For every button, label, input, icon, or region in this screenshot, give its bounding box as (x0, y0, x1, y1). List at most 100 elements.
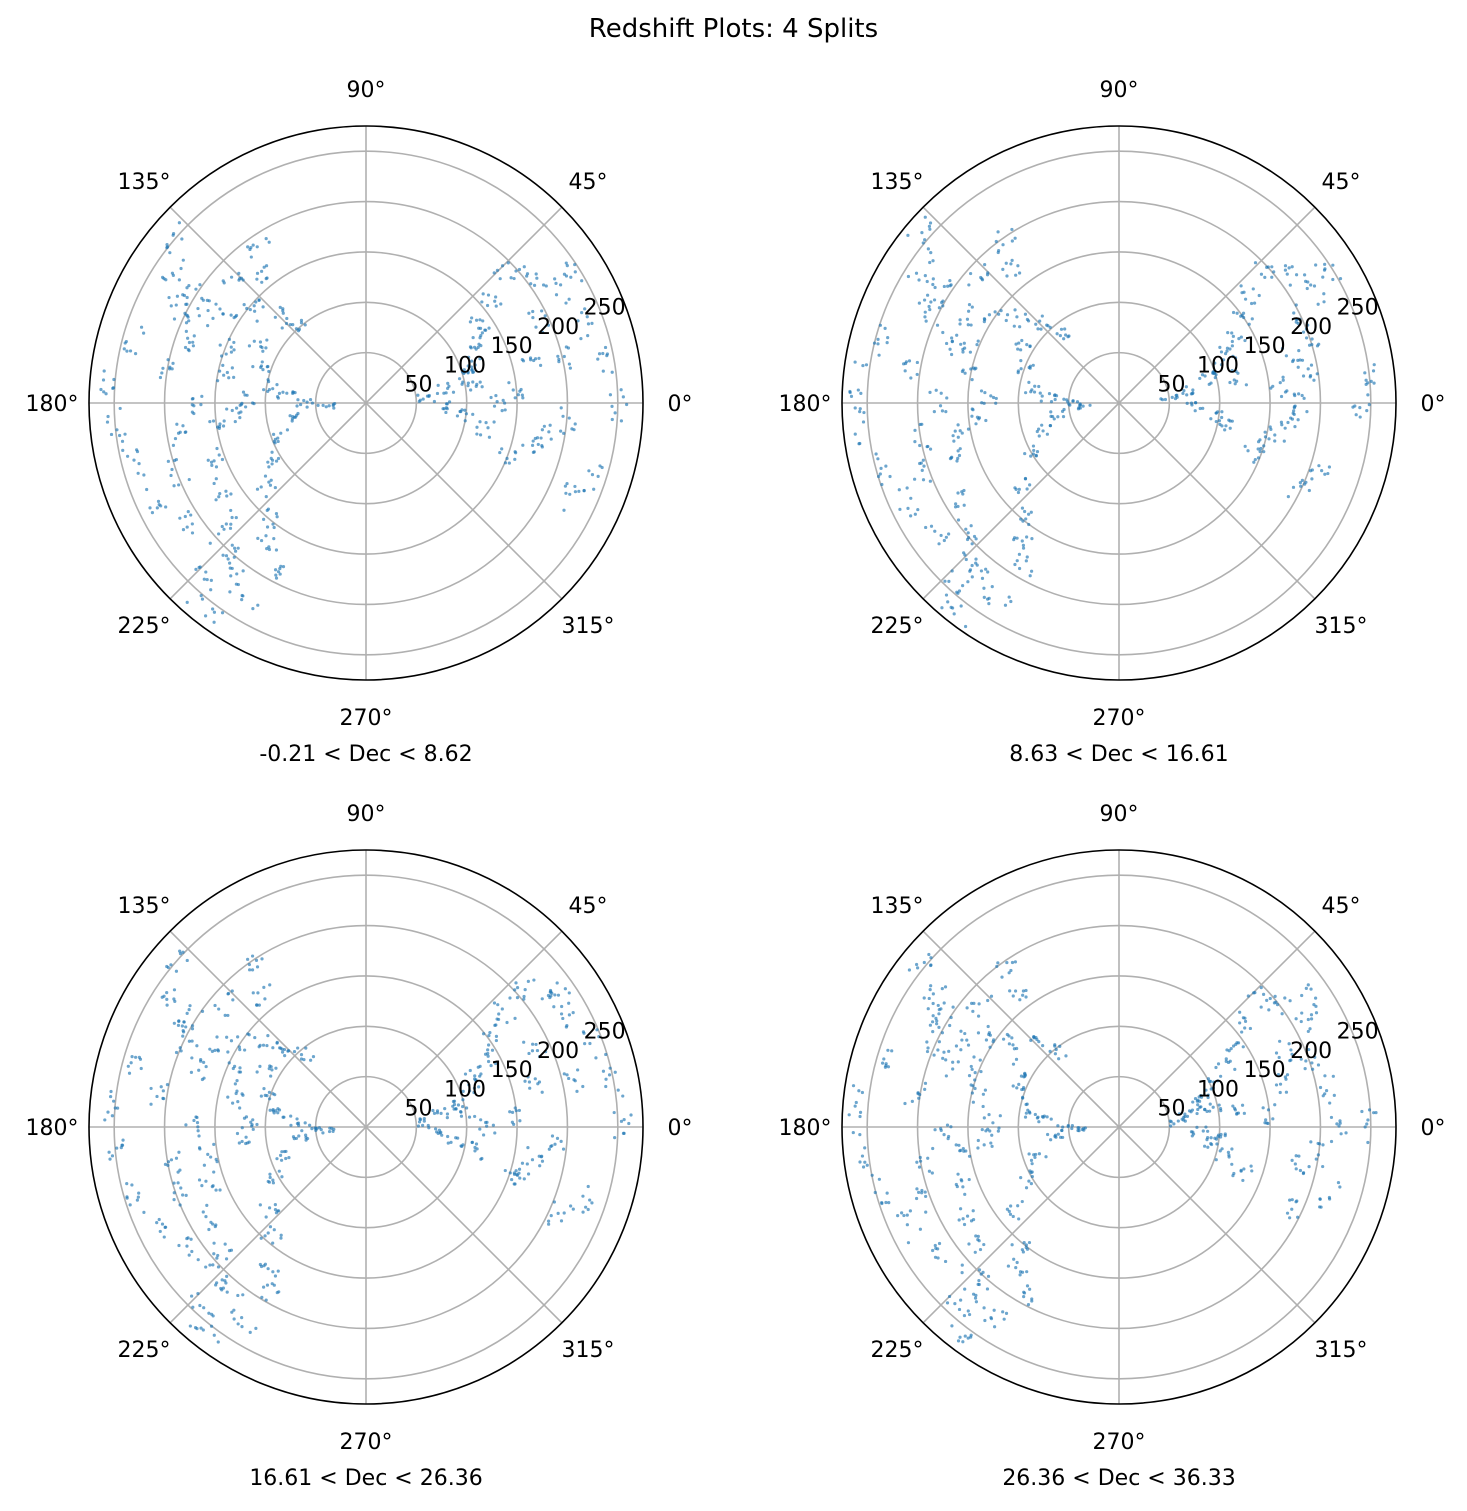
theta-tick-label: 0° (1421, 392, 1446, 417)
scatter-point (573, 270, 577, 274)
scatter-point (928, 1023, 932, 1027)
scatter-point (1010, 227, 1014, 232)
scatter-point (1292, 409, 1296, 413)
scatter-point (533, 1077, 537, 1081)
scatter-point (897, 488, 901, 492)
scatter-point (187, 477, 191, 482)
scatter-point (212, 459, 216, 463)
scatter-point (1045, 1115, 1049, 1119)
scatter-point (276, 1111, 280, 1115)
scatter-point (107, 1150, 111, 1154)
scatter-point (1204, 1125, 1208, 1129)
scatter-point (184, 1123, 188, 1127)
scatter-point (225, 407, 229, 411)
scatter-point (1024, 517, 1028, 521)
scatter-point (976, 1146, 980, 1150)
r-tick-label: 250 (584, 1020, 626, 1045)
scatter-point (1215, 1142, 1219, 1146)
scatter-point (930, 1171, 934, 1175)
scatter-point (1185, 1114, 1190, 1118)
scatter-point (268, 1064, 272, 1068)
scatter-point (1283, 268, 1288, 272)
scatter-point (507, 461, 511, 465)
scatter-point (229, 345, 233, 349)
scatter-point (1275, 1003, 1280, 1007)
scatter-point (273, 1274, 278, 1278)
scatter-point (145, 487, 149, 492)
angular-gridline (1118, 930, 1316, 1128)
scatter-point (532, 283, 537, 287)
scatter-point (296, 398, 300, 402)
scatter-point (112, 377, 116, 382)
scatter-point (251, 991, 255, 995)
scatter-point (230, 366, 234, 370)
scatter-point (259, 344, 263, 349)
scatter-point (975, 343, 979, 347)
scatter-point (216, 1048, 220, 1052)
scatter-point (260, 360, 264, 364)
scatter-point (540, 443, 544, 448)
scatter-point (1020, 338, 1024, 343)
scatter-point (996, 230, 1000, 234)
scatter-point (245, 306, 249, 311)
scatter-point (1317, 464, 1321, 468)
scatter-point (197, 565, 201, 570)
scatter-point (226, 1013, 230, 1018)
scatter-point (468, 1068, 472, 1073)
scatter-point (1029, 1038, 1033, 1042)
scatter-point (276, 439, 280, 444)
scatter-point (564, 301, 568, 305)
scatter-point (198, 1147, 202, 1151)
scatter-point (1317, 1142, 1322, 1146)
scatter-point (906, 506, 910, 510)
scatter-point (204, 1179, 208, 1183)
scatter-point (202, 1076, 206, 1080)
scatter-point (1041, 429, 1045, 433)
scatter-point (567, 297, 571, 301)
scatter-point (283, 1054, 287, 1058)
scatter-point (1220, 410, 1224, 414)
scatter-point (247, 1140, 251, 1144)
scatter-point (559, 406, 563, 410)
scatter-point (485, 303, 490, 308)
scatter-point (1301, 1171, 1306, 1175)
scatter-point (1021, 543, 1026, 548)
scatter-point (1010, 1036, 1014, 1040)
scatter-point (540, 428, 544, 432)
scatter-point (181, 1029, 185, 1033)
scatter-point (460, 382, 464, 386)
scatter-point (861, 1165, 866, 1169)
scatter-point (1049, 1117, 1053, 1121)
scatter-point (1285, 389, 1289, 393)
scatter-point (256, 536, 260, 540)
scatter-point (1024, 988, 1028, 993)
scatter-point (224, 489, 228, 493)
scatter-point (540, 1090, 544, 1094)
scatter-point (963, 346, 967, 350)
scatter-point (226, 1095, 230, 1099)
scatter-point (123, 341, 127, 345)
scatter-point (105, 420, 110, 424)
scatter-point (565, 264, 569, 268)
scatter-point (197, 1178, 202, 1182)
scatter-point (521, 443, 525, 447)
scatter-point (987, 1112, 991, 1117)
scatter-point (127, 1071, 132, 1075)
scatter-point (857, 1089, 861, 1093)
scatter-point (987, 313, 992, 317)
scatter-point (175, 294, 180, 298)
scatter-point (278, 305, 282, 309)
scatter-point (267, 369, 271, 374)
scatter-point (1298, 480, 1302, 485)
scatter-point (1025, 1284, 1030, 1288)
scatter-point (439, 1111, 443, 1115)
scatter-point (274, 573, 278, 577)
scatter-point (951, 434, 955, 438)
scatter-point (137, 462, 141, 466)
scatter-point (211, 1314, 215, 1318)
scatter-point (128, 349, 133, 353)
scatter-point (610, 417, 614, 422)
scatter-point (1289, 1048, 1293, 1052)
scatter-point (1035, 429, 1039, 434)
scatter-point (303, 323, 307, 327)
